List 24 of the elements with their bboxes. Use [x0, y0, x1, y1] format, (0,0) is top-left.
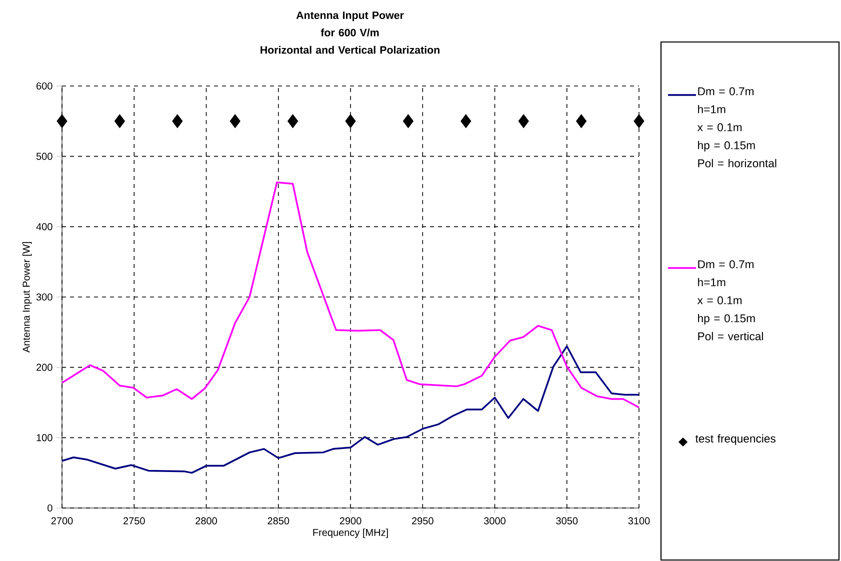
y-tick-label: 400 [36, 223, 52, 230]
line-series [61, 345, 640, 474]
x-tick-label: 2900 [340, 517, 362, 524]
y-axis-title: Antenna Input Power [W] [22, 242, 32, 353]
legend-label: Dm = 0.7m h=1m x = 0.1m hp = 0.15m Pol = horizontal [697, 87, 776, 168]
x-tick-label: 3000 [484, 517, 506, 524]
legend-label: Dm = 0.7m h=1m x = 0.1m hp = 0.15m Pol = vertical [697, 260, 763, 340]
y-tick-label: 200 [36, 364, 52, 371]
x-tick-label: 3100 [628, 517, 650, 524]
x-tick-label: 2850 [268, 517, 290, 524]
x-tick-label: 2950 [412, 517, 434, 524]
y-tick-label: 600 [36, 82, 52, 90]
line-series [61, 181, 640, 408]
legend-label: test frequencies [695, 434, 776, 445]
y-tick-label: 500 [36, 152, 52, 160]
y-tick-label: 0 [48, 504, 52, 512]
x-tick-label: 2750 [124, 517, 145, 524]
x-tick-label: 2700 [51, 517, 73, 524]
chart-title: Antenna Input Power for 600 V/m Horizontal and Vertical Polarization [260, 12, 440, 54]
x-tick-label: 2800 [196, 517, 217, 524]
x-axis-title: Frequency [MHz] [313, 528, 388, 538]
x-tick-label: 3050 [556, 517, 578, 524]
y-tick-label: 300 [36, 293, 52, 301]
y-tick-label: 100 [36, 434, 52, 442]
